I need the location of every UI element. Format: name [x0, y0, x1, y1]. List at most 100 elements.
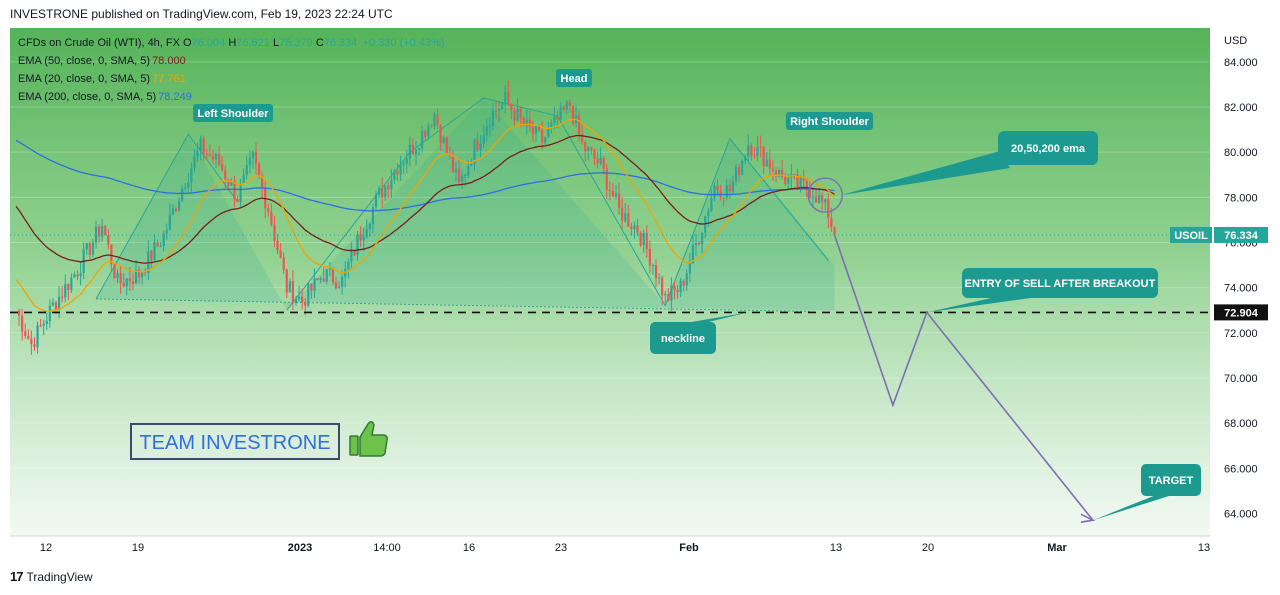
- candle-body: [621, 207, 624, 221]
- candle-body: [125, 278, 128, 286]
- candle-body: [756, 146, 759, 157]
- candle-body: [781, 170, 784, 177]
- candle-body: [661, 277, 664, 296]
- candle-body: [818, 195, 821, 203]
- symbol-tag: USOIL: [1174, 230, 1208, 242]
- watermark-text: TEAM INVESTRONE: [139, 432, 330, 454]
- candle-body: [424, 130, 427, 137]
- pattern-outline: [95, 133, 238, 300]
- ema20-line: [15, 118, 835, 313]
- pattern-outline: [664, 137, 829, 306]
- legend-change: +0.330 (+0.43%): [362, 37, 445, 49]
- candle-body: [602, 157, 605, 169]
- candle-body: [48, 305, 51, 322]
- ohlc-value-l: 75.379: [279, 37, 313, 49]
- candle-body: [110, 244, 113, 265]
- candle-body: [670, 286, 673, 301]
- y-tick-label: 78.000: [1224, 192, 1258, 204]
- legend-symbol[interactable]: CFDs on Crude Oil (WTI), 4h, FX: [18, 37, 180, 49]
- candle-body: [282, 257, 285, 270]
- candle-body: [821, 195, 824, 203]
- candle-body: [741, 160, 744, 175]
- candle-body: [270, 212, 273, 225]
- legend-ema-row[interactable]: EMA (20, close, 0, SMA, 5) 77.761: [18, 70, 444, 88]
- candle-body: [531, 126, 534, 134]
- y-tick-label: 74.000: [1224, 283, 1258, 295]
- candle-body: [648, 248, 651, 266]
- candle-body: [162, 233, 165, 246]
- ema-label: EMA (50, close, 0, SMA, 5): [18, 55, 151, 67]
- ema200-line: [15, 139, 835, 212]
- candle-body: [439, 125, 442, 143]
- candle-body: [205, 153, 208, 155]
- candle-body: [581, 134, 584, 143]
- candle-body: [387, 185, 390, 190]
- entry-label-pointer: [926, 298, 1031, 313]
- y-axis-currency: USD: [1224, 35, 1247, 47]
- candle-body: [165, 229, 168, 234]
- candle-body: [830, 217, 833, 228]
- candle-body: [91, 242, 94, 255]
- candle-body: [138, 269, 141, 278]
- candle-body: [298, 296, 301, 299]
- y-tick-label: 84.000: [1224, 57, 1258, 69]
- candle-body: [334, 282, 338, 289]
- candle-body: [611, 190, 614, 197]
- candle-body: [341, 276, 344, 287]
- candle-body: [473, 139, 476, 164]
- y-tick-label: 82.000: [1224, 102, 1258, 114]
- head-label-box: [556, 69, 592, 87]
- neckline-label-box: [650, 322, 716, 354]
- candle-body: [799, 176, 802, 188]
- candle-body: [279, 250, 282, 258]
- ema-value: 78.249: [158, 91, 192, 103]
- legend-ema-row[interactable]: EMA (50, close, 0, SMA, 5) 78.000: [18, 52, 444, 70]
- candle-body: [254, 151, 258, 164]
- candle-body: [716, 185, 719, 191]
- tradingview-logo-icon[interactable]: 17: [10, 569, 24, 584]
- candle-body: [747, 145, 750, 157]
- candle-body: [156, 242, 159, 246]
- candle-body: [313, 278, 316, 291]
- candle-body: [199, 138, 202, 151]
- candle-body: [374, 194, 378, 208]
- legend-ema-row[interactable]: EMA (200, close, 0, SMA, 5) 78.249: [18, 88, 444, 106]
- candle-body: [273, 224, 276, 241]
- candle-body: [547, 128, 550, 137]
- ema-note-pointer: [841, 151, 1010, 196]
- entry-label-box: [962, 268, 1158, 298]
- candle-body: [79, 273, 82, 277]
- candle-body: [519, 108, 522, 118]
- last-price-tag-box: [1214, 226, 1268, 243]
- candle-body: [541, 130, 544, 143]
- candle-body: [559, 106, 562, 120]
- candle-body: [187, 182, 190, 188]
- candle-body: [104, 226, 107, 236]
- candle-body: [190, 168, 193, 183]
- candle-body: [51, 302, 54, 306]
- pattern-shade: [96, 97, 835, 311]
- candle-body: [24, 331, 27, 336]
- candle-body: [802, 176, 805, 182]
- candle-body: [701, 232, 704, 245]
- candle-body: [651, 265, 654, 267]
- price-chart[interactable]: Left Shoulder Head Right Shoulder 20,50,200…: [10, 28, 1270, 558]
- left-shoulder-label-box: [193, 104, 273, 122]
- candle-body: [381, 188, 384, 198]
- footer-brand[interactable]: TradingView: [26, 569, 93, 584]
- candle-body: [778, 170, 781, 177]
- candle-body: [350, 249, 353, 262]
- candle-body: [538, 126, 541, 131]
- right-shoulder-label: Right Shoulder: [790, 116, 870, 128]
- candle-body: [738, 166, 741, 175]
- candle-body: [633, 225, 636, 230]
- candle-body: [658, 277, 661, 279]
- candle-body: [765, 159, 768, 167]
- candle-body: [310, 283, 313, 291]
- candle-body: [414, 149, 418, 155]
- candle-body: [67, 284, 70, 291]
- candle-body: [344, 268, 347, 277]
- ema50-line: [15, 134, 835, 264]
- candle-body: [134, 269, 138, 284]
- candle-body: [510, 103, 513, 111]
